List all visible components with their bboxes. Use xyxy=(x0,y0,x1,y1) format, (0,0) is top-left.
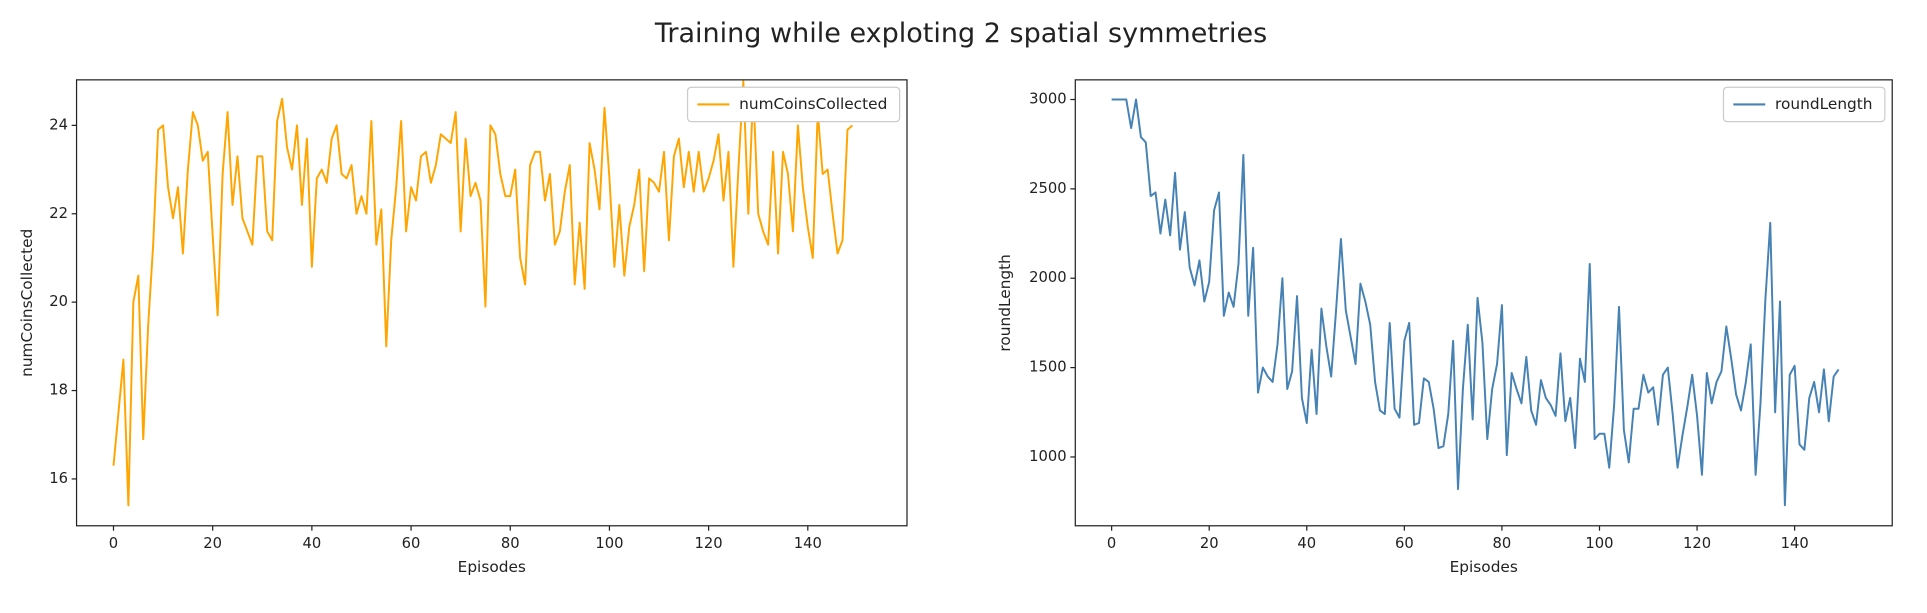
x-tick-label: 60 xyxy=(402,535,421,552)
y-tick-label: 16 xyxy=(49,470,68,487)
y-axis-label: roundLength xyxy=(996,254,1014,351)
x-tick-label: 80 xyxy=(1493,535,1512,552)
x-tick-label: 60 xyxy=(1395,535,1414,552)
x-tick-label: 20 xyxy=(203,535,222,552)
y-tick-label: 1000 xyxy=(1029,448,1067,465)
y-tick-label: 24 xyxy=(49,116,68,133)
x-tick-label: 140 xyxy=(794,535,822,552)
x-axis-label: Episodes xyxy=(1450,558,1518,576)
plot-frame xyxy=(75,79,908,527)
y-tick-label: 1500 xyxy=(1029,359,1067,376)
legend-frame xyxy=(686,86,901,123)
x-tick-label: 120 xyxy=(1683,535,1711,552)
x-tick-label: 40 xyxy=(302,535,321,552)
y-tick-label: 2500 xyxy=(1029,180,1067,197)
x-tick-label: 0 xyxy=(1107,535,1116,552)
legend-label: roundLength xyxy=(1775,95,1872,113)
data-line xyxy=(112,80,854,507)
y-tick-label: 3000 xyxy=(1029,91,1067,108)
x-tick-label: 140 xyxy=(1781,535,1809,552)
x-tick-label: 0 xyxy=(109,535,118,552)
x-tick-label: 20 xyxy=(1200,535,1219,552)
legend: roundLength xyxy=(1722,86,1886,123)
plot-frame xyxy=(1074,79,1893,527)
x-tick-label: 100 xyxy=(1585,535,1613,552)
y-tick-label: 2000 xyxy=(1029,269,1067,286)
data-line xyxy=(1111,98,1840,507)
x-tick-label: 80 xyxy=(501,535,520,552)
x-tick-label: 100 xyxy=(595,535,623,552)
x-tick-label: 120 xyxy=(695,535,723,552)
legend: numCoinsCollected xyxy=(686,86,901,123)
y-tick-label: 20 xyxy=(49,293,68,310)
x-tick-label: 40 xyxy=(1297,535,1316,552)
y-tick-label: 22 xyxy=(49,205,68,222)
legend-frame xyxy=(1722,86,1886,123)
figure-title: Training while exploting 2 spatial symme… xyxy=(654,18,1267,49)
y-tick-label: 18 xyxy=(49,382,68,399)
x-axis-label: Episodes xyxy=(458,558,526,576)
legend-label: numCoinsCollected xyxy=(739,95,887,113)
y-axis-label: numCoinsCollected xyxy=(18,229,36,377)
